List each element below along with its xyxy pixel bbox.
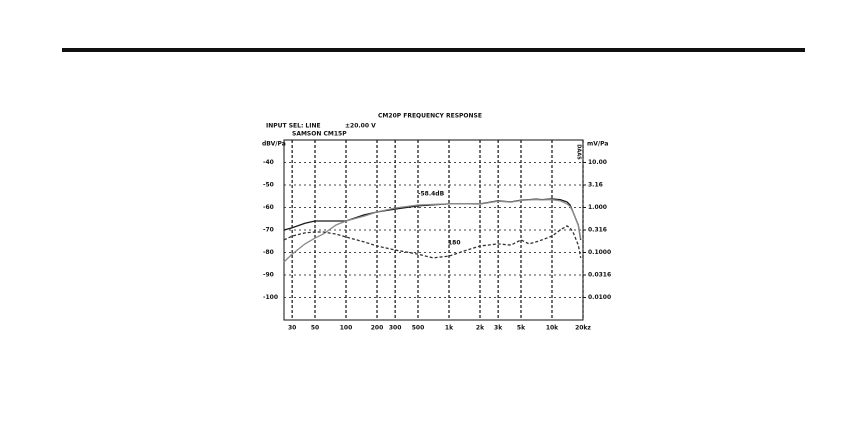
y2-tick-label: 0.1000 [588, 249, 611, 256]
annotation: -58.4dB [418, 191, 445, 198]
annotation: ±20.00 V [345, 123, 376, 130]
x-tick-label: 5k [517, 325, 526, 332]
y-tick-label: -90 [263, 272, 274, 279]
chart-title: CM20P FREQUENCY RESPONSE [378, 113, 482, 120]
y2-tick-label: 0.0316 [588, 272, 611, 279]
y-tick-label: -80 [263, 249, 274, 256]
y-tick-label: -70 [263, 227, 274, 234]
series-line [283, 225, 582, 259]
y2-tick-label: 0.0100 [588, 294, 611, 301]
x-tick-label: 100 [340, 325, 353, 332]
header-rule [62, 48, 805, 52]
annotation: 180 [448, 240, 461, 247]
side-label: DAAS [576, 144, 582, 160]
y-tick-label: -40 [263, 159, 274, 166]
x-tick-label: 2k [476, 325, 485, 332]
x-tick-label: 20kz [575, 325, 591, 332]
y-tick-label: -50 [263, 182, 274, 189]
x-tick-label: 50 [311, 325, 319, 332]
y-tick-label: -60 [263, 204, 274, 211]
annotation: SAMSON CM15P [292, 131, 347, 138]
x-tick-label: 10k [546, 325, 559, 332]
x-tick-label: 1k [445, 325, 454, 332]
y-tick-label: -100 [263, 294, 278, 301]
x-tick-label: 3k [494, 325, 503, 332]
x-tick-label: 200 [371, 325, 384, 332]
x-tick-label: 500 [412, 325, 425, 332]
annotation: INPUT SEL: LINE [266, 123, 321, 130]
y2-tick-label: 0.316 [588, 227, 607, 234]
y2-tick-label: 1.000 [588, 204, 607, 211]
x-tick-label: 30 [288, 325, 296, 332]
y2-tick-label: 3.16 [588, 182, 603, 189]
series-line [283, 198, 582, 263]
y2-tick-label: 10.00 [588, 159, 607, 166]
x-tick-label: 300 [389, 325, 402, 332]
y-label: dBV/Pa [262, 141, 286, 148]
y2-label: mV/Pa [587, 141, 608, 148]
